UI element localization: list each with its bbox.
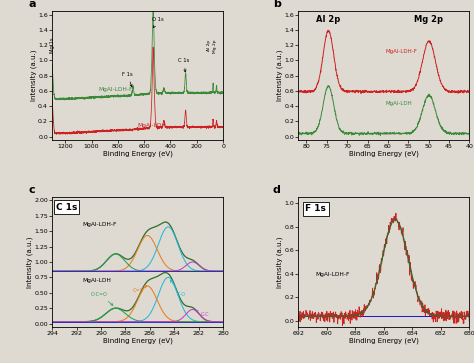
Text: C=O: C=O: [133, 286, 147, 293]
Y-axis label: Intensity (a.u.): Intensity (a.u.): [27, 236, 33, 288]
Text: Mg 2p: Mg 2p: [212, 39, 217, 53]
X-axis label: Binding Energy (eV): Binding Energy (eV): [349, 151, 419, 158]
Text: b: b: [273, 0, 281, 9]
Text: d: d: [273, 185, 281, 195]
Text: MgAl-LDH-F: MgAl-LDH-F: [386, 49, 418, 54]
Y-axis label: Intensity (a.u.): Intensity (a.u.): [276, 50, 283, 101]
X-axis label: Binding Energy (eV): Binding Energy (eV): [103, 337, 173, 344]
Text: MgAl-LDH: MgAl-LDH: [82, 278, 111, 283]
Text: MgAl-LDH-F: MgAl-LDH-F: [98, 87, 133, 92]
Text: C-C: C-C: [196, 311, 210, 317]
Text: c: c: [28, 185, 35, 195]
X-axis label: Binding Energy (eV): Binding Energy (eV): [349, 337, 419, 344]
Y-axis label: Intensity (a.u.): Intensity (a.u.): [276, 236, 283, 288]
Text: C-O: C-O: [170, 280, 186, 297]
Y-axis label: Intensity (a.u.): Intensity (a.u.): [30, 50, 36, 101]
Text: O-C=O: O-C=O: [91, 292, 113, 305]
Text: Mg 2p: Mg 2p: [414, 15, 444, 24]
Text: MgAl-LDH: MgAl-LDH: [137, 123, 166, 129]
Text: Al 2p: Al 2p: [207, 40, 211, 51]
Text: O 1s: O 1s: [152, 17, 164, 28]
Text: C 1s: C 1s: [56, 203, 77, 212]
Text: a: a: [28, 0, 36, 9]
Text: C 1s: C 1s: [178, 58, 190, 72]
Text: MgAl-LDH-F: MgAl-LDH-F: [315, 272, 350, 277]
Text: Al 2p: Al 2p: [316, 15, 340, 24]
Text: F 1s: F 1s: [122, 72, 133, 87]
Text: MgAl-LDH: MgAl-LDH: [386, 101, 412, 106]
Text: MgAl-LDH-F: MgAl-LDH-F: [82, 222, 117, 227]
Text: F 1s: F 1s: [305, 204, 326, 213]
Text: Mg 1s: Mg 1s: [50, 37, 55, 53]
X-axis label: Binding Energy (eV): Binding Energy (eV): [103, 151, 173, 158]
